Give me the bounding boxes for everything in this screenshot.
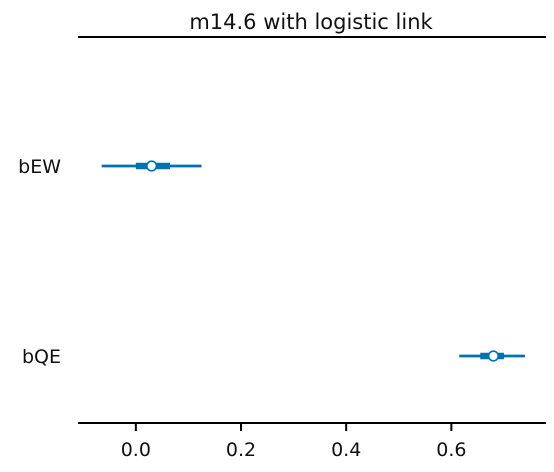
mean-point <box>487 350 500 362</box>
x-tick-label: 0.4 <box>331 439 361 461</box>
parameter-intervals <box>101 160 525 362</box>
chart-title: m14.6 with logistic link <box>189 10 433 34</box>
interval-bQE <box>459 350 525 362</box>
mean-point <box>146 160 158 172</box>
x-tick-label: 0.6 <box>436 439 466 461</box>
interval-bEW <box>101 160 202 172</box>
y-tick-label: bEW <box>18 156 61 178</box>
y-tick-label: bQE <box>22 346 61 368</box>
x-tick-label: 0.2 <box>226 439 256 461</box>
x-tick-label: 0.0 <box>121 439 151 461</box>
y-axis-labels: bEW bQE <box>18 156 61 368</box>
x-axis-ticks: 0.0 0.2 0.4 0.6 <box>121 423 466 461</box>
